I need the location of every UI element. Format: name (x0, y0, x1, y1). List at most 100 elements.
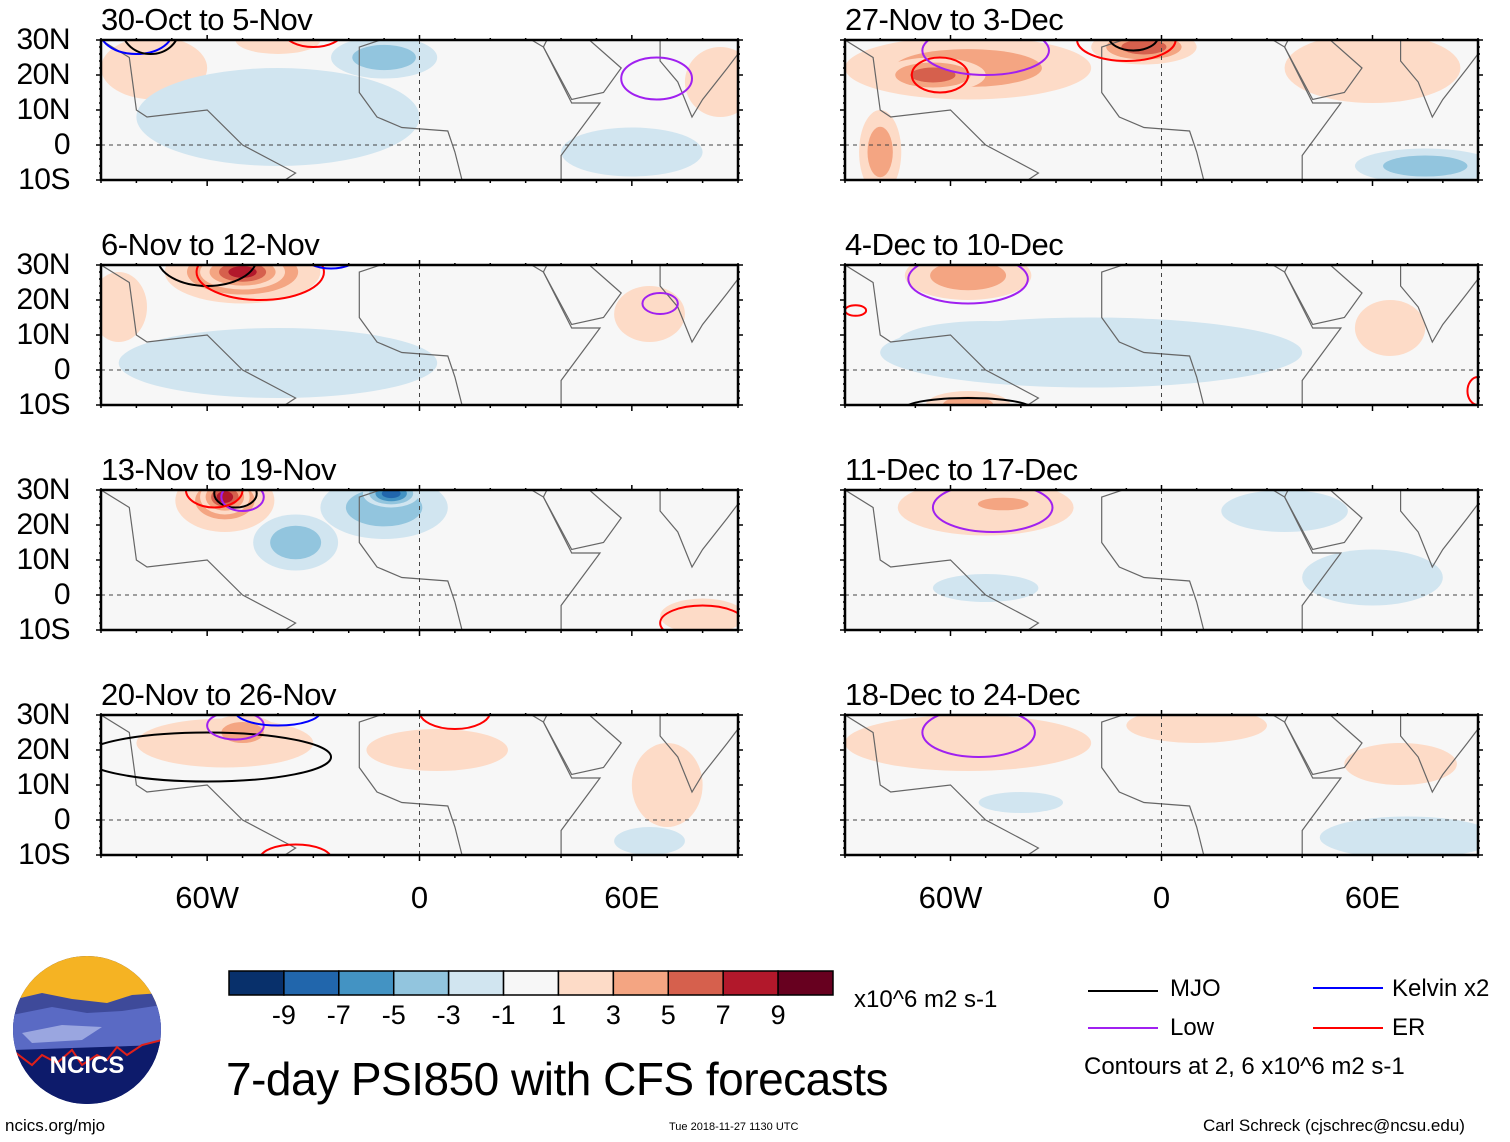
legend-line-er (1313, 1027, 1383, 1029)
coastline (1283, 40, 1363, 101)
anomaly-shading (684, 47, 738, 117)
panel-title: 20-Nov to 26-Nov (101, 677, 336, 712)
anomaly-shading (660, 598, 738, 630)
coastline (845, 265, 1040, 405)
colorbar-swatch (228, 970, 285, 996)
anomaly-shading (614, 286, 685, 342)
coastline (101, 265, 297, 405)
coastline (845, 40, 1040, 180)
contour-er (195, 265, 325, 301)
anomaly-shading (270, 525, 322, 560)
anomaly-shading (977, 497, 1029, 511)
legend-line-kelvin (1313, 987, 1383, 989)
anomaly-shading (136, 68, 420, 166)
panel-title: 6-Nov to 12-Nov (101, 227, 320, 262)
map-canvas (840, 485, 1483, 636)
anomaly-shading (845, 715, 1092, 771)
map-canvas (96, 710, 743, 861)
coastline (542, 715, 623, 776)
coastline (358, 265, 602, 405)
anomaly-shading (1344, 743, 1457, 785)
y-tick-label: 10N (16, 543, 70, 576)
anomaly-shading (1126, 715, 1267, 743)
colorbar-tick-label: 3 (605, 1000, 621, 1030)
logo-text: NCICS (50, 1052, 125, 1079)
coastline (1101, 40, 1343, 180)
anomaly-shading (614, 827, 685, 855)
coastline (1101, 265, 1343, 405)
contour-er (287, 40, 340, 48)
panel-title: 18-Dec to 24-Dec (845, 677, 1080, 712)
anomaly-shading (1302, 549, 1443, 606)
x-tick-label: 60W (175, 880, 240, 915)
colorbar-swatch (612, 970, 670, 996)
legend-label-low: Low (1170, 1014, 1215, 1041)
anomaly-shading (880, 317, 1303, 388)
coastline (101, 490, 297, 630)
colorbar-swatch (557, 970, 615, 996)
coastline (845, 715, 1040, 855)
contour-low (220, 490, 265, 512)
y-tick-label: 10S (18, 163, 70, 196)
coastline (1400, 265, 1478, 344)
coastline (659, 265, 738, 344)
colorbar-swatch (667, 970, 724, 996)
colorbar-tick-label: 9 (770, 1000, 786, 1030)
anomaly-shading (381, 490, 401, 499)
y-tick-label: 30N (16, 23, 70, 56)
y-tick-label: 0 (53, 803, 71, 836)
anomaly-shading (930, 265, 1007, 291)
coastline (845, 490, 1040, 630)
x-tick-label: 0 (410, 880, 429, 915)
anomaly-shading (235, 40, 321, 54)
map-canvas (96, 260, 743, 411)
coastline (1400, 40, 1478, 119)
coastline (659, 490, 738, 569)
colorbar-tick-label: -1 (491, 1000, 516, 1030)
contour-mjo (906, 397, 1030, 405)
legend-line-low (1088, 1027, 1158, 1029)
contour-mjo (101, 731, 332, 783)
anomaly-shading (1319, 816, 1478, 855)
y-tick-label: 10N (16, 93, 70, 126)
legend-line-mjo (1088, 990, 1158, 992)
footer-timestamp: Tue 2018-11-27 1130 UTC (669, 1121, 799, 1133)
coastline (1400, 715, 1478, 794)
colorbar-swatch (283, 970, 340, 996)
contours-note: Contours at 2, 6 x10^6 m2 s-1 (1084, 1053, 1405, 1080)
panel-title: 27-Nov to 3-Dec (845, 2, 1064, 37)
contour-er (1076, 40, 1177, 62)
map-canvas (840, 35, 1483, 186)
anomaly-shading (352, 44, 416, 71)
y-tick-label: 20N (16, 283, 70, 316)
coastline (358, 490, 602, 630)
x-tick-label: 0 (1152, 880, 1171, 915)
y-tick-label: 10S (18, 388, 70, 421)
colorbar-swatch (502, 970, 560, 996)
colorbar-tick-label: 1 (550, 1000, 566, 1030)
legend-label-kelvin: Kelvin x2 (1392, 975, 1490, 1002)
anomaly-shading (910, 67, 956, 83)
coastline (542, 40, 623, 101)
colorbar-tick-label: -7 (326, 1000, 351, 1030)
contour-low (931, 490, 1054, 533)
colorbar-tick-label: 5 (660, 1000, 676, 1030)
anomaly-shading (978, 792, 1064, 813)
coastline (101, 40, 297, 180)
footer-url[interactable]: ncics.org/mjo (5, 1116, 106, 1135)
anomaly-shading (1354, 300, 1426, 356)
anomaly-shading (118, 328, 438, 398)
coastline (1101, 490, 1343, 630)
map-canvas (96, 35, 743, 186)
coastline (1283, 715, 1363, 776)
contour-er (419, 715, 491, 730)
contour-kelvin-x2 (101, 40, 171, 55)
contour-kelvin-x2 (309, 265, 353, 270)
anomaly-shading (867, 126, 893, 178)
anomaly-shading (932, 574, 1039, 602)
legend-label-mjo: MJO (1170, 975, 1221, 1002)
contour-mjo (123, 40, 178, 55)
coastline (542, 265, 623, 326)
panel-title: 4-Dec to 10-Dec (845, 227, 1064, 262)
y-tick-label: 20N (16, 58, 70, 91)
